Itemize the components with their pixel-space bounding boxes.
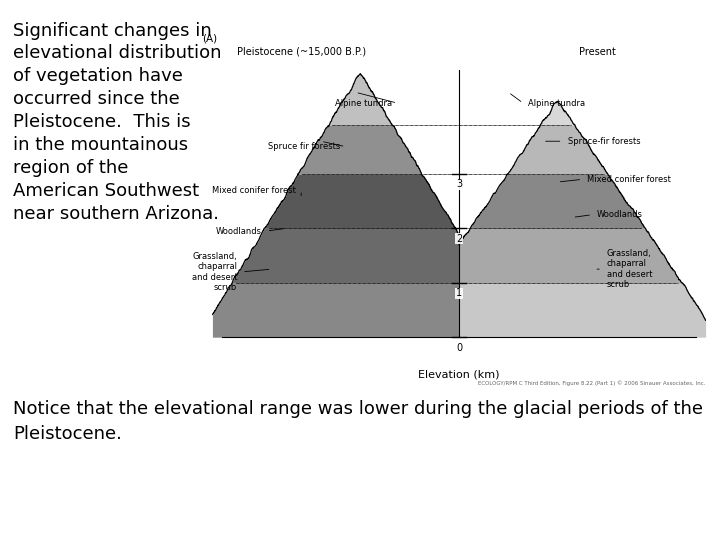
Text: Mixed conifer forest: Mixed conifer forest xyxy=(588,175,671,184)
Text: Present: Present xyxy=(579,47,616,57)
Text: Notice that the elevational range was lower during the glacial periods of the
Pl: Notice that the elevational range was lo… xyxy=(13,400,703,443)
Text: Alpine tundra: Alpine tundra xyxy=(528,99,585,107)
Text: Elevation (km): Elevation (km) xyxy=(418,370,500,380)
Text: Spruce fir forests: Spruce fir forests xyxy=(269,142,341,151)
Text: 2: 2 xyxy=(456,234,462,244)
Text: 0: 0 xyxy=(456,342,462,353)
Text: Woodlands: Woodlands xyxy=(597,210,643,219)
Text: 1: 1 xyxy=(456,288,462,298)
Text: Grassland,
chaparral
and desert
scrub: Grassland, chaparral and desert scrub xyxy=(607,249,652,289)
Text: Woodlands: Woodlands xyxy=(216,227,262,235)
Text: Alpine tundra: Alpine tundra xyxy=(336,99,392,107)
Text: (A): (A) xyxy=(202,33,217,43)
Text: 3: 3 xyxy=(456,179,462,190)
Text: Significant changes in
elevational distribution
of vegetation have
occurred sinc: Significant changes in elevational distr… xyxy=(13,22,222,223)
Text: Mixed conifer forest: Mixed conifer forest xyxy=(212,186,296,195)
Text: Spruce-fir forests: Spruce-fir forests xyxy=(567,137,640,146)
Text: ECOLOGY/RPM C Third Edition, Figure 8.22 (Part 1) © 2006 Sinauer Associates, Inc: ECOLOGY/RPM C Third Edition, Figure 8.22… xyxy=(478,381,706,386)
Text: Pleistocene (~15,000 B.P.): Pleistocene (~15,000 B.P.) xyxy=(237,47,366,57)
Text: Grassland,
chaparral
and desert
scrub: Grassland, chaparral and desert scrub xyxy=(192,252,237,292)
